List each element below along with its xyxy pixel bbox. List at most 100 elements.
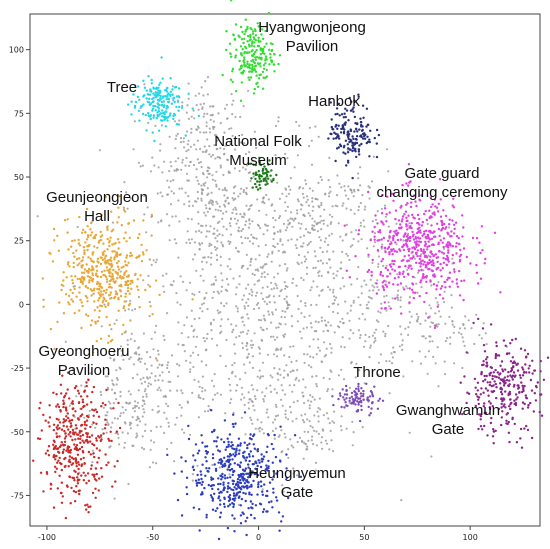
cluster-point — [80, 326, 83, 330]
background-point — [235, 286, 238, 289]
background-point — [319, 408, 322, 411]
cluster-point — [77, 238, 80, 242]
background-point — [212, 127, 215, 130]
cluster-point — [197, 478, 200, 481]
cluster-point — [520, 381, 523, 384]
cluster-point — [490, 366, 494, 370]
background-point — [120, 345, 123, 348]
background-point — [239, 115, 242, 119]
background-point — [203, 297, 206, 300]
cluster-point — [387, 239, 390, 243]
cluster-point — [238, 35, 241, 39]
cluster-point — [447, 276, 450, 280]
background-point — [316, 410, 319, 413]
cluster-point — [484, 378, 487, 381]
cluster-point — [353, 99, 356, 102]
cluster-point — [89, 221, 93, 225]
cluster-point — [489, 421, 493, 425]
cluster-point — [64, 432, 67, 435]
background-point — [265, 327, 268, 330]
background-point — [278, 322, 281, 325]
cluster-point — [230, 488, 233, 491]
background-point — [225, 302, 228, 305]
cluster-point — [389, 229, 392, 233]
background-point — [76, 225, 79, 229]
background-point — [201, 107, 204, 110]
background-point — [229, 389, 232, 392]
cluster-point — [382, 286, 385, 289]
cluster-point — [223, 505, 226, 508]
background-point — [260, 292, 263, 295]
cluster-point — [58, 474, 61, 477]
background-point — [318, 270, 321, 273]
cluster-point — [178, 105, 181, 109]
cluster-point — [399, 226, 403, 230]
cluster-point — [254, 467, 257, 470]
cluster-point — [56, 403, 59, 406]
cluster-point — [222, 440, 226, 444]
cluster-point — [38, 407, 41, 410]
background-point — [202, 188, 205, 192]
cluster-point — [376, 222, 379, 225]
background-point — [310, 366, 313, 369]
cluster-point — [165, 107, 168, 110]
cluster-point — [357, 382, 360, 386]
background-point — [275, 391, 278, 394]
cluster-point — [66, 485, 69, 488]
cluster-point — [205, 513, 208, 517]
cluster-point — [530, 436, 534, 440]
cluster-point — [138, 119, 141, 122]
background-point — [308, 126, 311, 129]
background-point — [147, 121, 150, 124]
background-point — [212, 120, 215, 123]
cluster-point — [247, 481, 250, 484]
cluster-point — [274, 455, 278, 459]
cluster-point — [60, 288, 63, 292]
background-point — [208, 131, 212, 134]
background-point — [434, 362, 437, 365]
cluster-point — [113, 258, 116, 261]
background-point — [443, 301, 446, 304]
background-point — [296, 198, 299, 201]
cluster-point — [63, 440, 67, 443]
cluster-point — [346, 130, 350, 134]
cluster-point — [66, 231, 69, 234]
background-point — [387, 324, 390, 328]
cluster-point — [492, 371, 495, 374]
background-point — [143, 402, 146, 405]
background-point — [358, 369, 361, 372]
background-point — [326, 224, 329, 227]
cluster-point — [452, 268, 456, 271]
cluster-point — [360, 123, 363, 127]
cluster-point — [123, 273, 126, 276]
cluster-point — [344, 384, 348, 388]
cluster-point — [245, 479, 248, 482]
cluster-point — [267, 177, 270, 180]
background-point — [242, 294, 246, 297]
background-point — [284, 310, 287, 313]
cluster-gate-guard-changing-ceremony — [343, 163, 502, 330]
cluster-point — [105, 254, 108, 257]
cluster-point — [205, 460, 208, 463]
cluster-point — [384, 283, 387, 286]
cluster-point — [494, 354, 497, 358]
cluster-point — [197, 449, 201, 452]
cluster-point — [354, 387, 358, 390]
cluster-point — [123, 300, 127, 303]
cluster-point — [345, 397, 348, 400]
background-point — [275, 405, 278, 408]
background-point — [220, 330, 223, 333]
background-point — [242, 189, 245, 192]
cluster-point — [69, 502, 72, 505]
background-point — [276, 242, 279, 245]
cluster-point — [92, 260, 95, 263]
cluster-point — [369, 412, 372, 415]
cluster-point — [269, 56, 272, 59]
cluster-point — [236, 483, 240, 486]
cluster-point — [64, 435, 68, 438]
cluster-point — [401, 183, 404, 187]
background-point — [276, 372, 279, 375]
background-point — [263, 395, 266, 398]
background-point — [328, 422, 331, 425]
cluster-point — [522, 368, 525, 371]
